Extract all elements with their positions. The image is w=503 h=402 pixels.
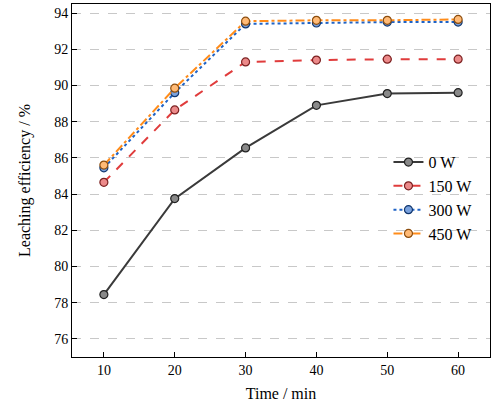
svg-text:30: 30 (239, 363, 253, 378)
svg-text:150 W: 150 W (428, 178, 472, 195)
svg-text:0 W: 0 W (428, 154, 456, 171)
svg-text:50: 50 (380, 363, 394, 378)
svg-text:10: 10 (97, 363, 111, 378)
svg-text:Time / min: Time / min (246, 385, 317, 402)
svg-text:60: 60 (451, 363, 465, 378)
svg-text:90: 90 (54, 78, 68, 93)
svg-text:82: 82 (54, 223, 68, 238)
svg-text:94: 94 (54, 6, 68, 21)
svg-text:Leaching efficiency / %: Leaching efficiency / % (16, 104, 34, 257)
svg-text:20: 20 (168, 363, 182, 378)
svg-text:40: 40 (309, 363, 323, 378)
svg-text:450 W: 450 W (428, 226, 472, 243)
svg-text:78: 78 (54, 296, 68, 311)
svg-text:80: 80 (54, 259, 68, 274)
svg-text:88: 88 (54, 115, 68, 130)
svg-text:84: 84 (54, 187, 68, 202)
svg-text:300 W: 300 W (428, 202, 472, 219)
svg-text:92: 92 (54, 42, 68, 57)
svg-text:86: 86 (54, 151, 68, 166)
svg-text:76: 76 (54, 332, 68, 347)
